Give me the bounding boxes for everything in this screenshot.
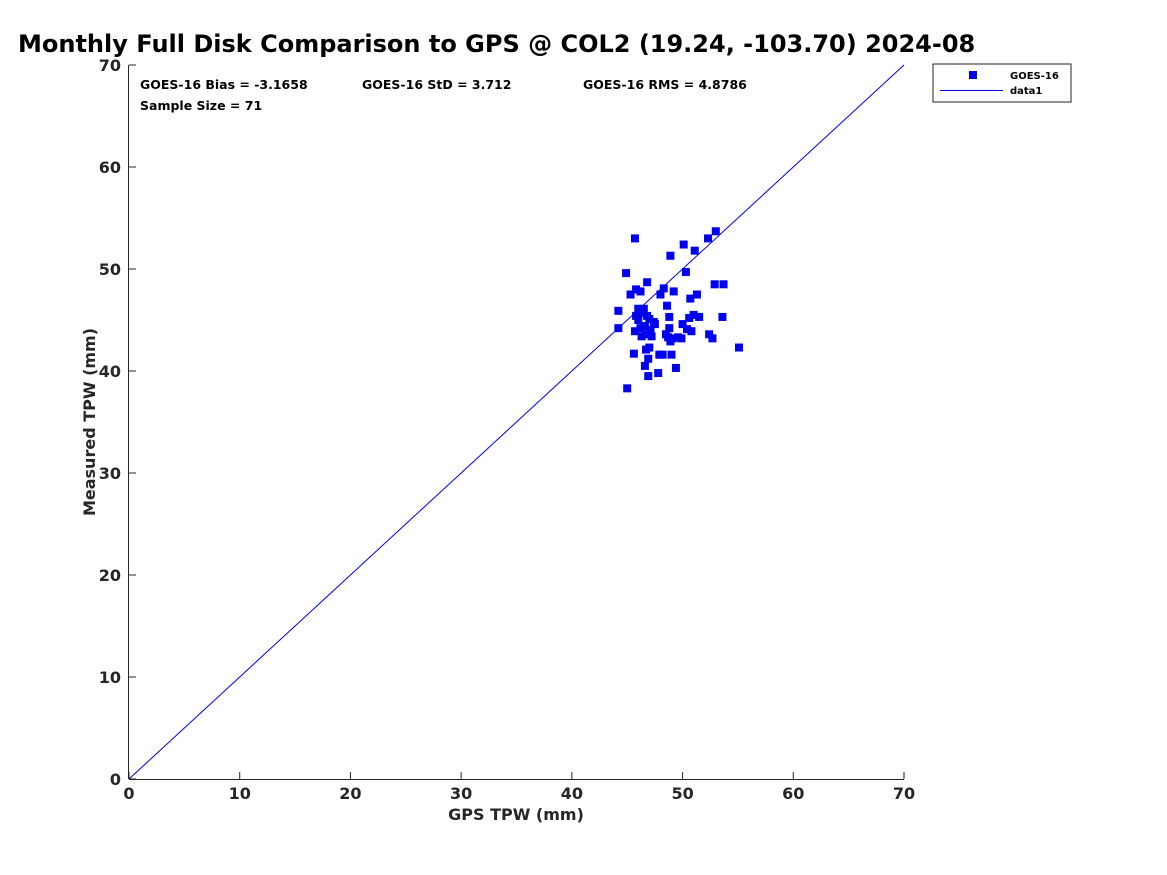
series-line-data1: [128, 64, 905, 780]
scatter-point: [671, 363, 680, 372]
scatter-point: [665, 324, 674, 333]
scatter-point: [639, 304, 648, 313]
x-axis-label: GPS TPW (mm): [448, 805, 584, 824]
scatter-point: [695, 312, 704, 321]
scatter-point: [656, 290, 665, 299]
x-tick-label: 60: [782, 784, 804, 803]
scatter-point: [719, 280, 728, 289]
stat-std: GOES-16 StD = 3.712: [362, 77, 511, 92]
x-tick-label: 30: [450, 784, 472, 803]
scatter-point: [638, 308, 647, 317]
scatter-point: [683, 325, 691, 334]
y-tick-label: 10: [99, 668, 121, 687]
y-tick-label: 0: [110, 770, 121, 789]
scatter-point: [647, 332, 656, 341]
y-tick-label: 40: [99, 362, 121, 381]
scatter-point: [634, 304, 643, 313]
scatter-point: [634, 316, 643, 324]
scatter-point: [659, 284, 668, 293]
scatter-point: [643, 278, 652, 287]
x-tick-label: 40: [561, 784, 583, 803]
axes: [128, 64, 905, 780]
scatter-point: [690, 246, 699, 255]
x-tick-label: 20: [339, 784, 361, 803]
scatter-point: [708, 334, 717, 343]
y-axis-label: Measured TPW (mm): [80, 328, 99, 516]
x-tick-label: 0: [123, 784, 134, 803]
scatter-point: [711, 227, 720, 236]
x-tick-label: 70: [893, 784, 915, 803]
scatter-points: [614, 227, 744, 393]
scatter-point: [704, 234, 713, 243]
y-tick-label: 70: [99, 56, 121, 75]
scatter-point: [666, 251, 675, 260]
scatter-point: [632, 311, 641, 320]
scatter-point: [614, 306, 623, 315]
scatter-point: [629, 349, 638, 358]
y-tick-label: 50: [99, 260, 121, 279]
scatter-point: [654, 369, 663, 378]
scatter-point: [630, 327, 639, 336]
scatter-point: [681, 268, 690, 277]
scatter-point: [710, 280, 719, 289]
scatter-point: [692, 290, 701, 299]
scatter-point: [685, 313, 694, 322]
x-tick-label: 10: [229, 784, 251, 803]
tick-labels: 0 10 20 30 40 50 60 70 0 10 20 30 40 50 60 70: [99, 56, 915, 803]
scatter-point: [622, 269, 631, 278]
chart-title: Monthly Full Disk Comparison to GPS @ CO…: [18, 30, 975, 58]
scatter-point: [679, 240, 688, 249]
scatter-point: [665, 312, 674, 321]
legend-label-goes16: GOES-16: [1010, 71, 1059, 82]
scatter-point: [689, 310, 698, 319]
scatter-point: [614, 324, 623, 333]
scatter-point: [640, 322, 649, 331]
scatter-point: [637, 332, 646, 341]
legend-marker-goes16: [969, 71, 977, 79]
scatter-point: [687, 327, 696, 336]
scatter-point: [645, 314, 654, 323]
scatter-point: [632, 285, 641, 294]
legend-label-data1: data1: [1010, 86, 1042, 97]
stat-bias: GOES-16 Bias = -3.1658: [140, 77, 308, 92]
y-tick-label: 60: [99, 158, 121, 177]
scatter-point: [735, 343, 744, 352]
legend-box: [932, 63, 1072, 103]
scatter-point: [636, 287, 645, 296]
scatter-point: [677, 334, 686, 343]
scatter-point: [636, 324, 645, 333]
scatter-point: [644, 372, 653, 381]
scatter-point: [667, 350, 676, 359]
scatter-point: [705, 330, 714, 339]
scatter-point: [626, 290, 635, 299]
scatter-point: [664, 333, 673, 342]
scatter-point: [668, 334, 677, 343]
scatter-point: [646, 326, 655, 335]
legend: GOES-16 data1: [932, 63, 1072, 103]
stat-rms: GOES-16 RMS = 4.8786: [583, 77, 747, 92]
scatter-point: [642, 330, 651, 339]
y-tick-label: 20: [99, 566, 121, 585]
scatter-point: [669, 287, 678, 296]
x-tick-label: 50: [671, 784, 693, 803]
scatter-point: [640, 361, 649, 370]
scatter-point: [718, 312, 727, 321]
y-tick-label: 30: [99, 464, 121, 483]
scatter-point: [678, 320, 687, 329]
scatter-point: [630, 234, 639, 243]
scatter-point: [623, 384, 632, 393]
scatter-point: [658, 350, 667, 359]
stat-sample-size: Sample Size = 71: [140, 98, 262, 113]
scatter-point: [644, 354, 653, 363]
scatter-point: [686, 294, 695, 303]
scatter-point: [663, 301, 672, 310]
scatter-point: [645, 343, 654, 352]
scatter-point: [650, 320, 659, 329]
